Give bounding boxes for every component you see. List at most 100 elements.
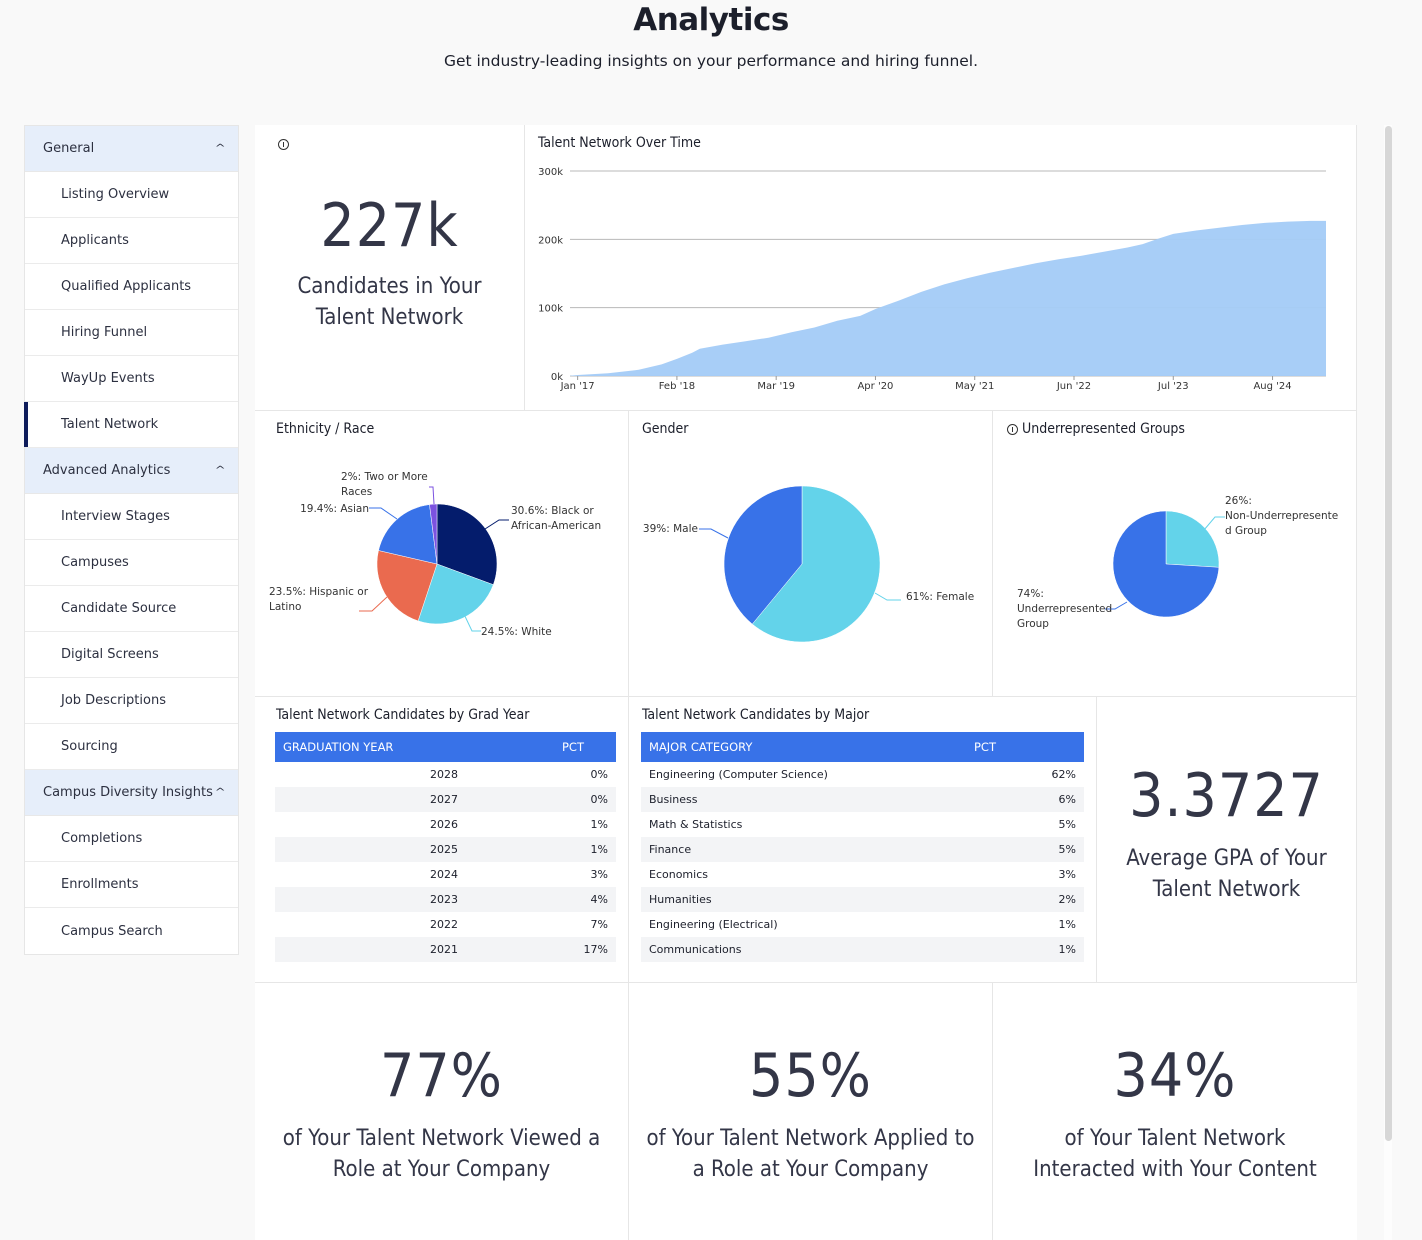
pct-cell: 6% <box>964 787 1084 812</box>
pie-slice[interactable] <box>378 504 438 565</box>
year-cell: 2025 <box>275 837 466 862</box>
underrepresented-pie-chart: 26%: Non-Underrepresente d Group 74%: Underr… <box>1017 495 1338 630</box>
pie-data-label: 74%: <box>1017 588 1044 600</box>
major-cell: Engineering (Electrical) <box>649 918 778 931</box>
sidebar-item-sourcing[interactable]: Sourcing <box>25 724 238 770</box>
table-row[interactable]: Business 6% <box>641 787 1084 812</box>
table-row[interactable]: Humanities 2% <box>641 887 1084 912</box>
table-row[interactable]: Communications 1% <box>641 937 1084 962</box>
pie-slice[interactable] <box>751 485 881 643</box>
major-card: Talent Network Candidates by Major MAJOR… <box>629 697 1097 983</box>
sidebar-item-digital-screens[interactable]: Digital Screens <box>25 632 238 678</box>
pie-slice[interactable] <box>436 503 498 586</box>
sidebar-group-general[interactable]: General ^ <box>25 126 238 172</box>
table-row[interactable]: 2021 17% <box>275 937 616 962</box>
sidebar-item-interview-stages[interactable]: Interview Stages <box>25 494 238 540</box>
pie-data-label: Races <box>341 486 372 498</box>
info-icon[interactable] <box>278 139 289 150</box>
pie-data-label: 39%: Male <box>643 523 698 535</box>
major-cell: Engineering (Computer Science) <box>649 768 828 781</box>
column-header[interactable]: PCT <box>466 732 616 762</box>
pie-slice[interactable] <box>376 550 438 622</box>
leader-line <box>1203 516 1225 531</box>
sidebar-item-wayup-events[interactable]: WayUp Events <box>25 356 238 402</box>
page-subtitle: Get industry-leading insights on your pe… <box>443 52 979 70</box>
pct-cell: 4% <box>466 887 616 912</box>
table-row[interactable]: Math & Statistics 5% <box>641 812 1084 837</box>
underrepresented-card: Underrepresented Groups 26%: Non-Underrep… <box>993 411 1357 697</box>
pie-slice[interactable] <box>1112 510 1220 618</box>
sidebar-item-qualified-applicants[interactable]: Qualified Applicants <box>25 264 238 310</box>
table-row[interactable]: 2026 1% <box>275 812 616 837</box>
column-header[interactable]: GRADUATION YEAR <box>275 732 466 762</box>
major-cell: Business <box>641 787 964 812</box>
ethnicity-pie-chart: 30.6%: Black or African-American 24.5%: Wh… <box>269 471 601 638</box>
pie-slice[interactable] <box>429 503 438 565</box>
sidebar-item-job-descriptions[interactable]: Job Descriptions <box>25 678 238 724</box>
table-row[interactable]: 2028 0% <box>275 762 616 787</box>
table-title: Talent Network Candidates by Major <box>642 707 870 723</box>
pie-data-label: Non-Underrepresente <box>1225 510 1338 522</box>
info-icon[interactable] <box>1007 423 1018 435</box>
chevron-up-icon[interactable]: ^ <box>214 465 226 476</box>
sidebar-group-label: Campus Diversity Insights <box>43 785 213 800</box>
sidebar-item-enrollments[interactable]: Enrollments <box>25 862 238 908</box>
major-cell: Math & Statistics <box>649 818 743 831</box>
area-series[interactable] <box>570 220 1326 376</box>
chevron-up-icon[interactable]: ^ <box>214 143 226 154</box>
table-row[interactable]: 2022 7% <box>275 912 616 937</box>
pct-cell: 1% <box>964 937 1084 962</box>
sidebar-item-campuses[interactable]: Campuses <box>25 540 238 586</box>
pie-data-label: 26%: <box>1225 495 1252 507</box>
sidebar-group-advanced-analytics[interactable]: Advanced Analytics ^ <box>25 448 238 494</box>
table-row[interactable]: 2024 3% <box>275 862 616 887</box>
table-row[interactable]: Engineering (Computer Science) 62% <box>641 762 1084 787</box>
grad-year-card: Talent Network Candidates by Grad Year G… <box>255 697 629 983</box>
table-row[interactable]: Engineering (Electrical) 1% <box>641 912 1084 937</box>
sidebar-item-completions[interactable]: Completions <box>25 816 238 862</box>
sidebar-item-talent-network[interactable]: Talent Network <box>24 402 238 448</box>
sidebar-item-listing-overview[interactable]: Listing Overview <box>25 172 238 218</box>
sidebar-item-campus-search[interactable]: Campus Search <box>25 908 238 954</box>
sidebar-item-label: WayUp Events <box>61 371 155 386</box>
kpi-value: 3.3727 <box>1129 761 1324 831</box>
chevron-up-icon[interactable]: ^ <box>214 787 226 798</box>
pie-slice[interactable] <box>723 485 803 625</box>
x-tick-label: May '21 <box>955 381 994 392</box>
pct-cell: 3% <box>590 868 608 881</box>
pie-slice[interactable] <box>1165 510 1220 568</box>
major-table: MAJOR CATEGORY PCT Engineering (Computer S… <box>641 732 1084 962</box>
sidebar-item-candidate-source[interactable]: Candidate Source <box>25 586 238 632</box>
table-row[interactable]: Finance 5% <box>641 837 1084 862</box>
sidebar-item-label: Listing Overview <box>61 187 170 202</box>
pie-data-label: African-American <box>511 520 601 532</box>
year-cell: 2027 <box>275 787 466 812</box>
sidebar-group-campus-diversity-insights[interactable]: Campus Diversity Insights ^ <box>25 770 238 816</box>
pct-cell: 0% <box>466 787 616 812</box>
table-row[interactable]: 2027 0% <box>275 787 616 812</box>
major-cell: Economics <box>649 868 708 881</box>
table-header-row: GRADUATION YEAR PCT <box>275 732 616 762</box>
column-header[interactable]: PCT <box>964 732 1084 762</box>
major-cell: Humanities <box>641 887 964 912</box>
sidebar-item-hiring-funnel[interactable]: Hiring Funnel <box>25 310 238 356</box>
page-title: Analytics <box>633 2 789 38</box>
table-row[interactable]: 2023 4% <box>275 887 616 912</box>
column-header[interactable]: MAJOR CATEGORY <box>641 732 964 762</box>
table-row[interactable]: Economics 3% <box>641 862 1084 887</box>
talent-network-over-time-card: Talent Network Over Time 0k 100k 200k 300k J… <box>525 125 1357 411</box>
pie-slice[interactable] <box>417 563 494 625</box>
leader-line <box>1105 601 1128 610</box>
sidebar-item-label: Applicants <box>61 233 129 248</box>
chart-title: Talent Network Over Time <box>538 135 701 151</box>
table-row[interactable]: 2025 1% <box>275 837 616 862</box>
kpi-card-viewed: 77% of Your Talent Network Viewed a Role… <box>255 983 629 1240</box>
area-chart: 0k 100k 200k 300k Jan '17 Feb '18 Mar '19 Apr '… <box>538 167 1326 392</box>
pct-cell: 2% <box>964 887 1084 912</box>
scrollbar-thumb[interactable] <box>1385 126 1392 1141</box>
x-tick-label: Jun '22 <box>1056 381 1091 392</box>
sidebar-item-applicants[interactable]: Applicants <box>25 218 238 264</box>
sidebar-item-label: Sourcing <box>61 739 118 754</box>
pct-cell: 62% <box>1051 768 1076 781</box>
pct-cell: 1% <box>466 837 616 862</box>
